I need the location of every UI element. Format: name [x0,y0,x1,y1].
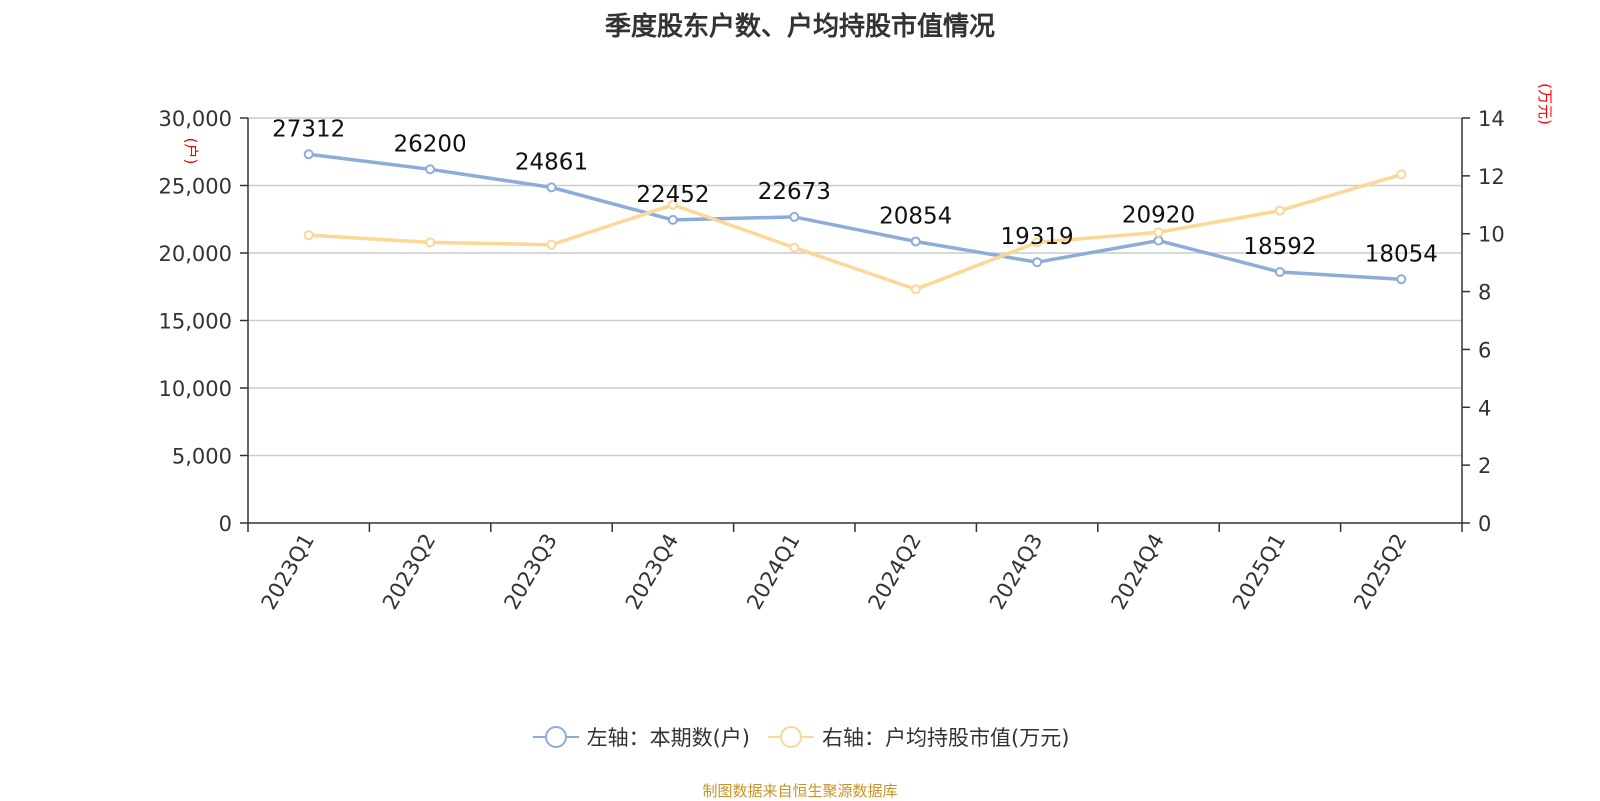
data-label: 18592 [1243,234,1316,260]
x-axis-tick-label: 2024Q3 [985,530,1047,614]
right-axis-tick-label: 4 [1478,396,1491,420]
series-1-point [789,211,800,222]
data-labels: 27312 26200 24861 22452 22673 20854 19319 20920… [272,116,1438,267]
series-2-point [910,284,921,295]
x-axis-tick-label: 2024Q4 [1106,530,1168,614]
series-2-point [1032,237,1043,248]
left-axis-tick-label: 30,000 [159,107,232,131]
data-label: 27312 [272,116,345,142]
data-label: 20854 [879,203,952,229]
right-axis-tick-label: 10 [1478,223,1505,247]
left-axis-unit: (户) [182,138,200,165]
series-line-1 [308,152,1402,282]
data-label: 22673 [758,179,831,205]
right-axis-unit: (万元) [1536,83,1554,125]
legend-item-series2[interactable]: 右轴：户均持股市值(万元) [766,722,1069,752]
data-label: 24861 [515,149,588,175]
series-1-point [1396,274,1407,285]
left-axis-tick-label: 0 [219,512,232,536]
x-axis-tick-label: 2023Q3 [499,530,561,614]
series-1-point [1153,235,1164,246]
left-axis-tick-label: 25,000 [159,175,232,199]
data-label: 26200 [394,131,467,157]
legend-marker-series2 [768,726,814,748]
left-axis-tick-label: 20,000 [159,242,232,266]
x-axis-tick-label: 2025Q1 [1228,530,1290,614]
series-1-point [546,182,557,193]
series-1-point [667,214,678,225]
data-label: 19319 [1001,224,1074,250]
legend-label-series2: 右轴：户均持股市值(万元) [822,726,1070,750]
chart-canvas: 0 5,000 10,000 15,000 20,000 25,000 30,000 0 2 4 6… [159,83,1554,614]
right-axis-tick-label: 8 [1478,281,1491,305]
series-2-point [1274,205,1285,216]
data-label: 22452 [636,182,709,208]
x-axis-tick-label: 2024Q1 [742,530,804,614]
series-lines [303,149,1407,295]
right-axis-tick-label: 2 [1478,454,1491,478]
series-line-2 [308,172,1402,292]
chart-title: 季度股东户数、户均持股市值情况 [604,12,995,42]
series-2-point [546,239,557,250]
x-axis-tick-label: 2023Q1 [257,530,319,614]
gridlines [248,117,1462,457]
right-axis-tick-label: 14 [1478,107,1505,131]
x-axis-tick-label: 2025Q2 [1349,530,1411,614]
right-axis-tick-label: 12 [1478,165,1505,189]
series-2-point [667,199,678,210]
series-1-point [910,236,921,247]
series-1-point [1274,267,1285,278]
legend-item-series1[interactable]: 左轴：本期数(户) [531,722,750,752]
source-note: 制图数据来自恒生聚源数据库 [702,782,898,800]
legend-label-series1: 左轴：本期数(户) [586,726,750,750]
series-2-point [303,230,314,241]
left-axis-tick-label: 15,000 [159,310,232,334]
left-axis-tick-label: 5,000 [172,445,232,469]
series-2-point [425,237,436,248]
axes: 0 5,000 10,000 15,000 20,000 25,000 30,000 0 2 4 6… [159,107,1505,614]
legend-marker-series1 [532,726,579,748]
series-1-point [425,164,436,175]
data-label: 20920 [1122,203,1195,229]
series-2-point [1396,169,1407,180]
series-1-point [1032,257,1043,268]
x-axis-tick-label: 2023Q2 [378,530,440,614]
x-axis-tick-label: 2023Q4 [621,530,683,614]
data-label: 18054 [1365,241,1438,267]
right-axis-tick-label: 6 [1478,338,1491,362]
right-axis-tick-label: 0 [1478,512,1491,536]
legend: 左轴：本期数(户) 右轴：户均持股市值(万元) [0,722,1600,752]
left-axis-tick-label: 10,000 [159,377,232,401]
series-2-point [789,242,800,253]
series-2-point [1153,227,1164,238]
series-1-point [303,149,314,160]
x-axis-tick-label: 2024Q2 [864,530,926,614]
